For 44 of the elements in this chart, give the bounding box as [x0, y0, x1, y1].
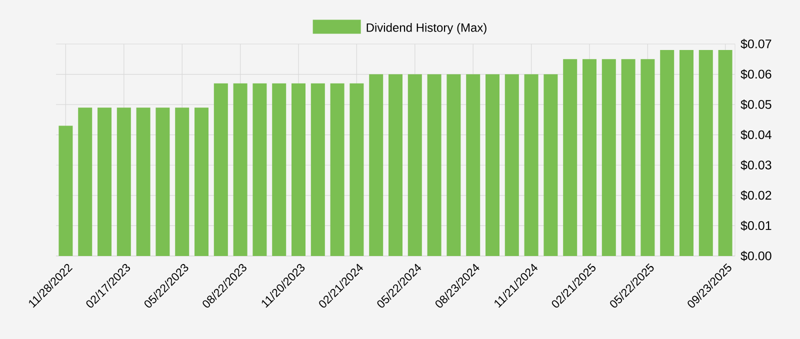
bar [369, 74, 384, 256]
y-tick-label: $0.05 [740, 100, 772, 110]
bar [175, 108, 190, 256]
y-tick-label: $0.07 [740, 38, 772, 50]
bar [660, 50, 674, 256]
bar [388, 74, 403, 256]
bar [408, 74, 422, 256]
y-tick-label: $0.02 [740, 190, 772, 200]
y-tick-label: $0.04 [740, 130, 772, 140]
y-tick-label: $0.03 [740, 160, 772, 170]
bar [698, 50, 713, 256]
bar [116, 108, 131, 256]
bar [486, 74, 500, 256]
bar [156, 108, 170, 256]
bar [233, 83, 248, 256]
bar [58, 126, 73, 256]
bar [504, 74, 519, 256]
bar [446, 74, 461, 256]
bar [427, 74, 442, 256]
bar [330, 83, 344, 256]
bar [98, 108, 112, 256]
bar [563, 59, 578, 256]
y-tick-label: $0.00 [740, 250, 772, 262]
bar [621, 59, 636, 256]
y-tick-label: $0.06 [740, 69, 772, 80]
bar [524, 74, 538, 256]
bar [640, 59, 655, 256]
bar [466, 74, 480, 256]
bar [350, 83, 364, 256]
bar [78, 108, 92, 256]
bar [292, 83, 306, 256]
bar [544, 74, 558, 256]
bar [582, 59, 596, 256]
bar [272, 83, 286, 256]
bar [602, 59, 616, 256]
bar [718, 50, 732, 256]
bar [252, 83, 267, 256]
legend-label: Dividend History (Max) [366, 23, 486, 34]
bar [679, 50, 694, 256]
bar [194, 108, 209, 256]
bar [214, 83, 228, 256]
y-tick-label: $0.01 [740, 220, 772, 231]
bar [310, 83, 325, 256]
bar [136, 108, 150, 256]
